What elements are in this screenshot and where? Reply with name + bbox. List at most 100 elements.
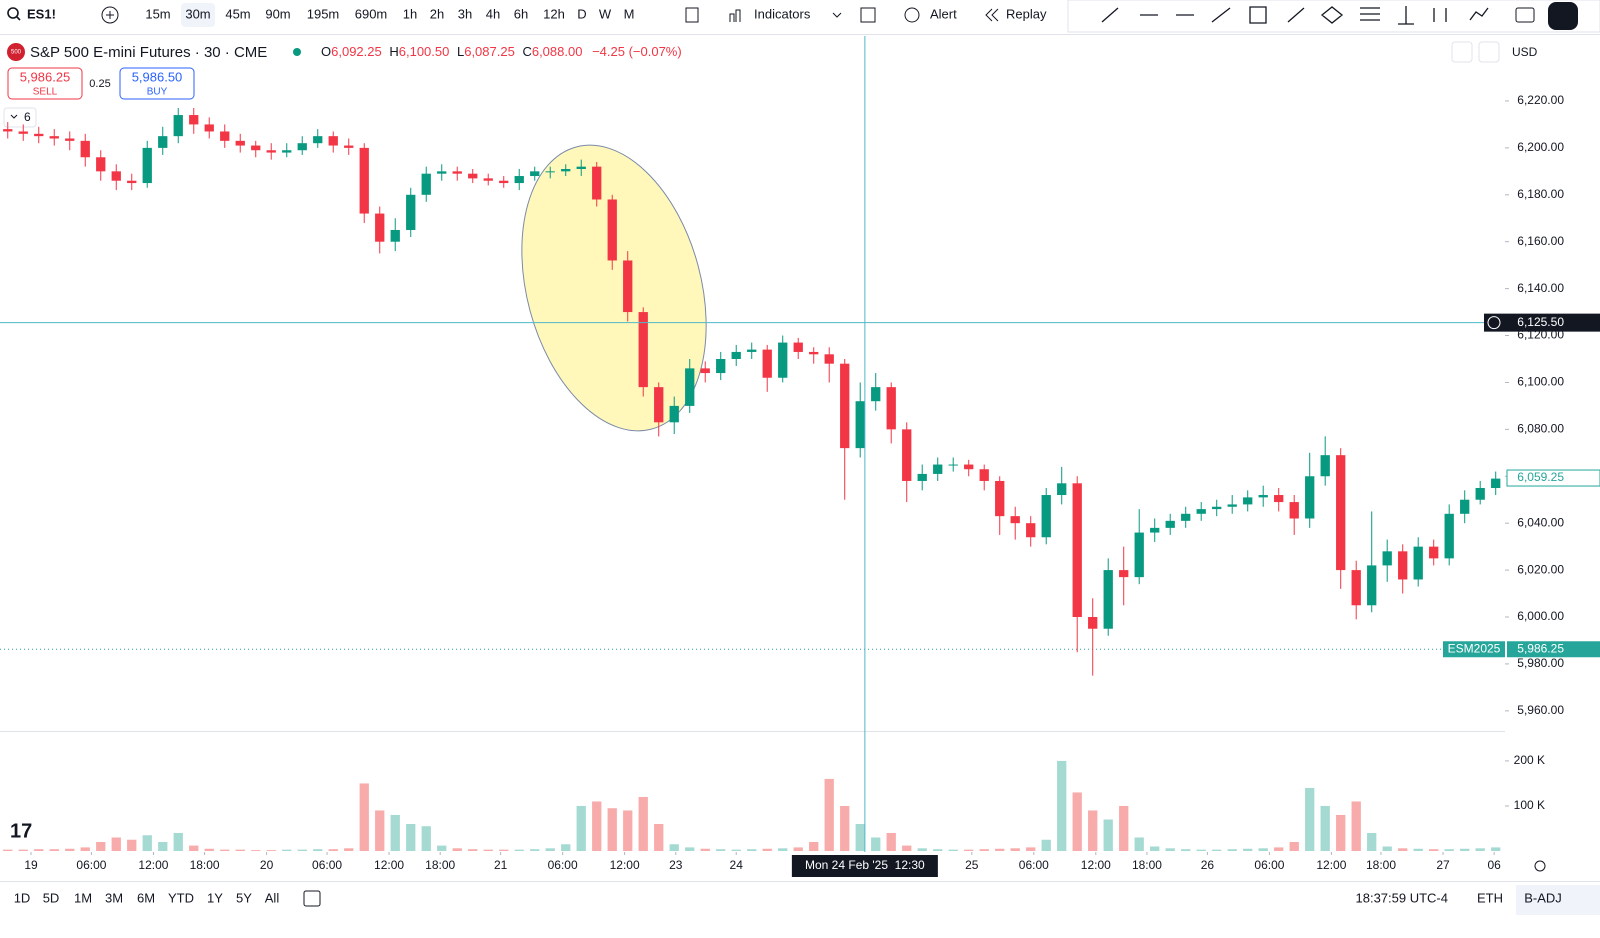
volume-bar xyxy=(359,783,369,851)
interval-button[interactable]: 195m xyxy=(307,6,340,21)
interval-button[interactable]: 2h xyxy=(430,6,444,21)
interval-button[interactable]: 15m xyxy=(145,6,170,21)
screenshot-icon[interactable] xyxy=(1515,7,1535,23)
candle-body xyxy=(1429,546,1439,559)
range-button[interactable]: 3M xyxy=(105,890,123,905)
x-tick-label: 24 xyxy=(730,858,744,872)
volume-bar xyxy=(1119,805,1129,851)
settings-icon[interactable] xyxy=(1534,860,1546,872)
volume-bar xyxy=(158,841,168,851)
candle-body xyxy=(158,136,168,148)
volume-bar xyxy=(235,849,245,851)
interval-button[interactable]: 6h xyxy=(514,6,528,21)
interval-button[interactable]: 12h xyxy=(543,6,565,21)
candle-body xyxy=(1196,509,1206,514)
interval-button[interactable]: W xyxy=(599,6,612,21)
ohlc-change: −4.25 (−0.07%) xyxy=(592,44,682,59)
add-alert[interactable] xyxy=(1487,316,1501,330)
alert-button[interactable]: Alert xyxy=(930,6,957,21)
volume-bar xyxy=(731,849,741,851)
drawing-tools[interactable] xyxy=(1101,6,1489,25)
sell-button[interactable] xyxy=(7,67,83,100)
range-button[interactable]: All xyxy=(265,890,280,905)
volume-bar xyxy=(592,801,602,851)
interval-active-bg xyxy=(181,3,215,27)
interval-button[interactable]: 3h xyxy=(458,6,472,21)
add-symbol[interactable] xyxy=(101,6,119,24)
volume-bar xyxy=(3,849,13,851)
account-button[interactable] xyxy=(1548,2,1578,30)
adjust[interactable]: B-ADJ xyxy=(1524,890,1562,905)
candle-body xyxy=(964,464,974,470)
x-tick-label: 12:00 xyxy=(1316,858,1346,872)
volume-bar xyxy=(995,848,1005,851)
volume-bar xyxy=(468,849,478,851)
volume-bar xyxy=(80,847,90,851)
candle-body xyxy=(824,354,834,364)
last-price-bg xyxy=(1506,469,1600,487)
interval-button[interactable]: 30m xyxy=(185,6,210,21)
candle-body xyxy=(1072,483,1082,618)
interval-button[interactable]: 90m xyxy=(265,6,290,21)
interval-button[interactable]: 690m xyxy=(355,6,388,21)
buy-button[interactable] xyxy=(119,67,195,100)
candle-body xyxy=(1398,551,1408,580)
ohlc-value: 6,100.50 xyxy=(399,44,450,59)
symbol[interactable]: ES1! xyxy=(27,6,56,21)
volume-bar xyxy=(313,849,323,851)
indicators-button[interactable]: Indicators xyxy=(754,6,811,21)
sell-price: 5,986.25 xyxy=(20,69,71,84)
x-tick-label: 06:00 xyxy=(1019,858,1049,872)
interval-button[interactable]: D xyxy=(577,6,586,21)
candle-body xyxy=(855,401,865,449)
range-button[interactable]: 1D xyxy=(14,890,31,905)
interval-button[interactable]: M xyxy=(624,6,635,21)
candle-body xyxy=(793,342,803,352)
range-button[interactable]: 1Y xyxy=(207,890,223,905)
symbol-logo-text: 500 xyxy=(11,50,22,56)
range-button[interactable]: 1M xyxy=(74,890,92,905)
search-icon[interactable] xyxy=(7,7,19,19)
chart-type-icon[interactable] xyxy=(685,7,699,23)
interval-button[interactable]: 45m xyxy=(225,6,250,21)
candle-body xyxy=(576,166,586,169)
adjust-bg xyxy=(1516,885,1600,915)
volume-bar xyxy=(778,848,788,851)
volume-bar xyxy=(747,849,757,851)
layouts-icon[interactable] xyxy=(860,7,876,23)
candle-body xyxy=(1165,520,1175,528)
replay-button[interactable]: Replay xyxy=(1006,6,1047,21)
reset-button[interactable] xyxy=(1478,41,1500,63)
candle-body xyxy=(669,405,679,423)
session[interactable]: ETH xyxy=(1477,890,1503,905)
goto-date[interactable] xyxy=(303,890,321,907)
volume-bar xyxy=(1212,849,1222,851)
range-button[interactable]: 5D xyxy=(43,890,60,905)
candle-body xyxy=(1460,499,1470,514)
candle-body xyxy=(1289,502,1299,519)
range-button[interactable]: 5Y xyxy=(236,890,252,905)
volume-bar xyxy=(1010,848,1020,851)
candle-body xyxy=(530,171,540,177)
range-button[interactable]: YTD xyxy=(168,890,194,905)
scroll-button[interactable] xyxy=(1451,41,1473,63)
volume-bar xyxy=(607,808,617,851)
interval-button[interactable]: 1h xyxy=(403,6,417,21)
volume-bar xyxy=(1274,847,1284,851)
candle-body xyxy=(871,387,881,402)
candle-body xyxy=(1103,570,1113,629)
y-tick-label: 6,160.00 xyxy=(1517,234,1564,248)
volume-bar xyxy=(49,849,59,851)
volume-bar xyxy=(1491,847,1501,851)
buy-price: 5,986.50 xyxy=(132,69,183,84)
chevron xyxy=(10,114,18,119)
dropdown-icon[interactable] xyxy=(832,12,842,18)
volume-bar xyxy=(111,837,121,851)
candle-body xyxy=(514,176,524,184)
currency[interactable]: USD xyxy=(1512,45,1538,59)
candle-body xyxy=(886,387,896,430)
range-button[interactable]: 6M xyxy=(137,890,155,905)
candle-body xyxy=(18,131,28,134)
indicators-toggle[interactable] xyxy=(3,107,37,128)
interval-button[interactable]: 4h xyxy=(486,6,500,21)
